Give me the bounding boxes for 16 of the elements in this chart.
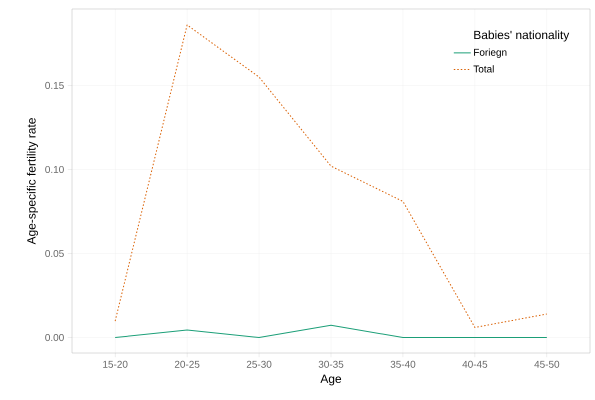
y-tick-label: 0.15 (45, 82, 64, 89)
x-tick-label: 45-50 (534, 360, 560, 368)
y-tick-label: 0.00 (45, 334, 64, 342)
x-tick-label: 35-40 (390, 360, 416, 368)
x-tick-label: 30-35 (318, 360, 344, 368)
x-axis-title: Age (320, 374, 342, 386)
x-tick-label: 20-25 (174, 360, 200, 368)
y-axis-title: Age-specific fertility rate (26, 118, 38, 244)
legend-title: Babies' nationality (474, 30, 570, 42)
legend-label: Total (474, 65, 494, 73)
legend-label: Foriegn (474, 48, 506, 58)
y-tick-label: 0.05 (45, 250, 64, 258)
x-tick-label: 25-30 (246, 360, 272, 368)
x-tick-label: 40-45 (462, 360, 488, 368)
y-tick-label: 0.10 (45, 166, 64, 174)
x-tick-label: 15-20 (103, 360, 128, 368)
